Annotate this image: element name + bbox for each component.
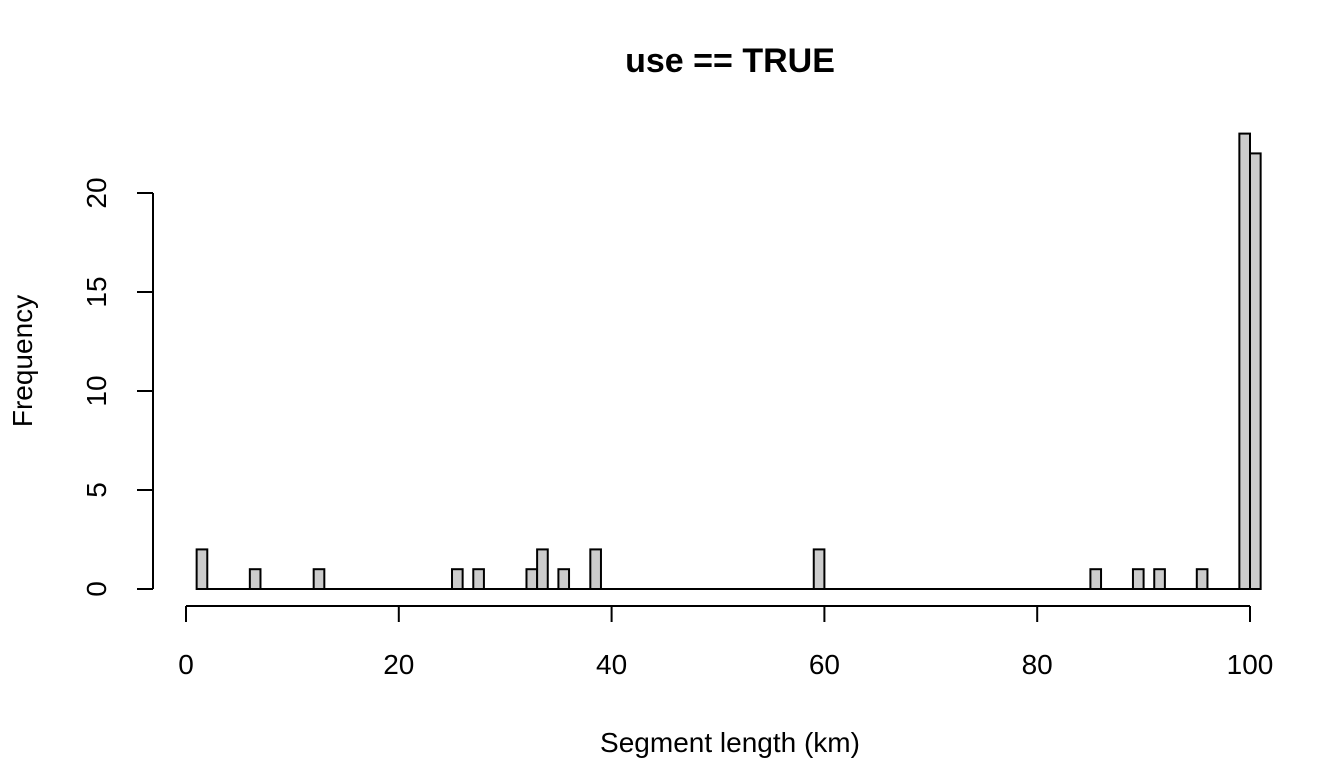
y-tick-label: 20 [81, 177, 112, 208]
histogram-bar [472, 568, 485, 591]
y-tick-label: 15 [81, 276, 112, 307]
x-tick-label: 60 [809, 649, 840, 680]
histogram-bar [589, 548, 602, 591]
y-tick-label: 5 [81, 482, 112, 498]
chart-title: use == TRUE [625, 42, 835, 80]
x-tick-label: 100 [1227, 649, 1274, 680]
x-tick-label: 40 [596, 649, 627, 680]
y-axis-label: Frequency [7, 295, 38, 427]
bars-group [195, 132, 1262, 591]
histogram-bar [536, 548, 549, 591]
histogram-bar [1153, 568, 1166, 591]
histogram-bar [812, 548, 826, 591]
histogram-bar [1249, 152, 1262, 590]
histogram-bar [557, 568, 571, 591]
histogram-bar [525, 568, 539, 591]
x-tick-label: 0 [178, 649, 194, 680]
histogram-bar [451, 568, 464, 591]
histogram-bar [1238, 132, 1251, 590]
histogram-bar [248, 568, 262, 591]
x-axis: 0 20 40 60 80 100 [178, 605, 1274, 680]
histogram-bar [312, 568, 326, 591]
histogram-bar [1089, 568, 1103, 591]
y-tick-label: 0 [81, 581, 112, 597]
x-tick-label: 80 [1022, 649, 1053, 680]
histogram-bar [1131, 568, 1145, 591]
y-tick-label: 10 [81, 375, 112, 406]
y-axis: 0 5 10 15 20 [81, 177, 154, 597]
histogram-bar [195, 548, 209, 591]
x-tick-label: 20 [383, 649, 414, 680]
histogram-bar [1195, 568, 1209, 591]
x-axis-label: Segment length (km) [600, 727, 860, 758]
